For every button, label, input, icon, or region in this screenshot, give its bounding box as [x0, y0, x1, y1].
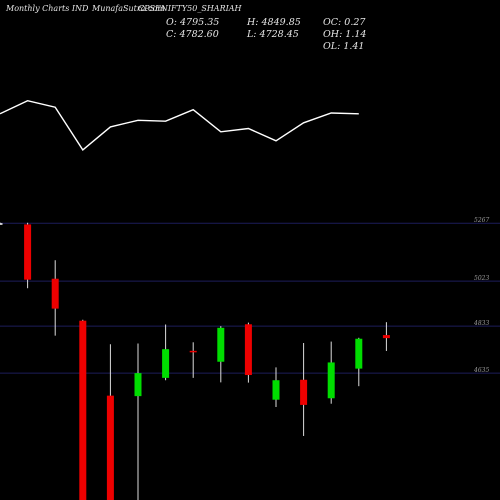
- candle-body: [272, 380, 280, 400]
- candle: [51, 260, 59, 336]
- y-tick-label: 4635: [473, 367, 489, 374]
- candle: [244, 322, 252, 383]
- candle-body: [106, 395, 114, 500]
- symbol-label: MunafaSutra.com: [91, 4, 165, 13]
- y-tick-label: 5267: [474, 217, 489, 224]
- candle: [162, 324, 170, 381]
- y-tick-label: 5023: [474, 275, 489, 282]
- candle-body: [24, 224, 32, 280]
- candle-body: [189, 350, 197, 353]
- candle: [79, 319, 87, 500]
- candle-body: [162, 349, 170, 378]
- oc-value: OC: 0.27: [323, 17, 366, 28]
- y-tick-label: 4833: [473, 320, 489, 327]
- candle: [355, 337, 363, 387]
- candle-body: [382, 335, 390, 339]
- candle-body: [0, 223, 3, 225]
- candle: [189, 342, 197, 378]
- candle-body: [327, 362, 335, 399]
- candle: [134, 343, 142, 500]
- candle-body: [300, 379, 308, 405]
- candle: [106, 344, 114, 500]
- candle: [272, 367, 280, 408]
- candlestick-series: [0, 222, 390, 500]
- indicator-line-panel: [0, 99, 359, 151]
- open-value: O: 4795.35: [166, 17, 219, 28]
- candle: [327, 341, 335, 404]
- site-title: Monthly Charts IND: [5, 4, 89, 13]
- candle: [382, 322, 390, 351]
- low-value: L: 4728.45: [246, 29, 299, 40]
- candle-body: [51, 278, 59, 309]
- candle: [217, 326, 225, 383]
- ol-value: OL: 1.41: [323, 41, 364, 52]
- candle-body: [244, 324, 252, 376]
- high-value: H: 4849.85: [246, 17, 301, 28]
- candle-body: [134, 373, 142, 397]
- candle-body: [79, 320, 87, 500]
- oh-value: OH: 1.14: [323, 29, 366, 40]
- candle: [24, 222, 32, 289]
- candle: [0, 222, 3, 225]
- candle-body: [217, 327, 225, 362]
- candle-body: [355, 338, 363, 369]
- close-value: C: 4782.60: [166, 29, 219, 40]
- ticker-label: CPSENIFTY50_SHARIAH: [138, 4, 243, 13]
- indicator-line: [0, 99, 359, 151]
- candle: [300, 343, 308, 436]
